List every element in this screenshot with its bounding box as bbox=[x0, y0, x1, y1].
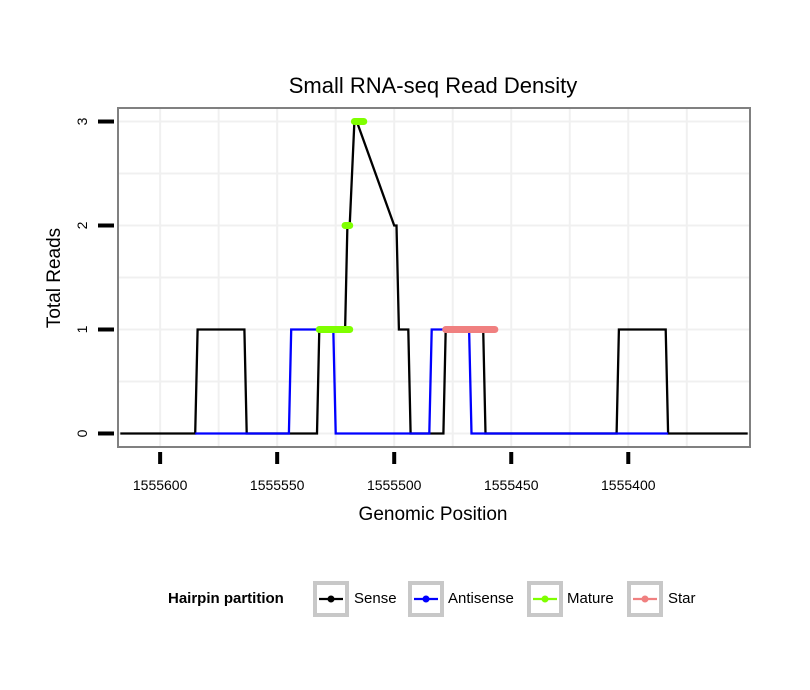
y-tick-label: 0 bbox=[74, 429, 90, 437]
legend-label-mature: Mature bbox=[567, 590, 614, 607]
plot-border bbox=[117, 107, 751, 448]
y-axis: 0 1 2 3 bbox=[74, 117, 114, 437]
legend-label-antisense: Antisense bbox=[448, 590, 514, 607]
y-tick-label: 2 bbox=[74, 221, 90, 229]
x-tick-label: 1555500 bbox=[367, 477, 422, 493]
x-axis: 1555400 1555450 1555500 1555550 1555600 bbox=[133, 452, 656, 493]
x-tick-label: 1555400 bbox=[601, 477, 656, 493]
data-series bbox=[120, 118, 748, 435]
legend-key-point-antisense bbox=[422, 595, 430, 603]
y-tick-label: 1 bbox=[74, 325, 90, 333]
x-tick-label: 1555450 bbox=[484, 477, 539, 493]
chart-title: Small RNA-seq Read Density bbox=[289, 73, 578, 98]
legend-title: Hairpin partition bbox=[168, 590, 284, 607]
legend: Hairpin partition Sense Antisense Mature St… bbox=[168, 581, 696, 617]
y-axis-title: Total Reads bbox=[44, 228, 65, 328]
legend-label-sense: Sense bbox=[354, 590, 397, 607]
legend-key-point-sense bbox=[327, 595, 335, 603]
legend-key-point-mature bbox=[541, 595, 549, 603]
x-tick-label: 1555600 bbox=[133, 477, 188, 493]
y-tick-label: 3 bbox=[74, 117, 90, 125]
series-antisense-line bbox=[195, 328, 669, 435]
x-axis-title: Genomic Position bbox=[359, 504, 508, 525]
legend-key-point-star bbox=[641, 595, 649, 603]
legend-label-star: Star bbox=[668, 590, 696, 607]
x-tick-label: 1555550 bbox=[250, 477, 305, 493]
